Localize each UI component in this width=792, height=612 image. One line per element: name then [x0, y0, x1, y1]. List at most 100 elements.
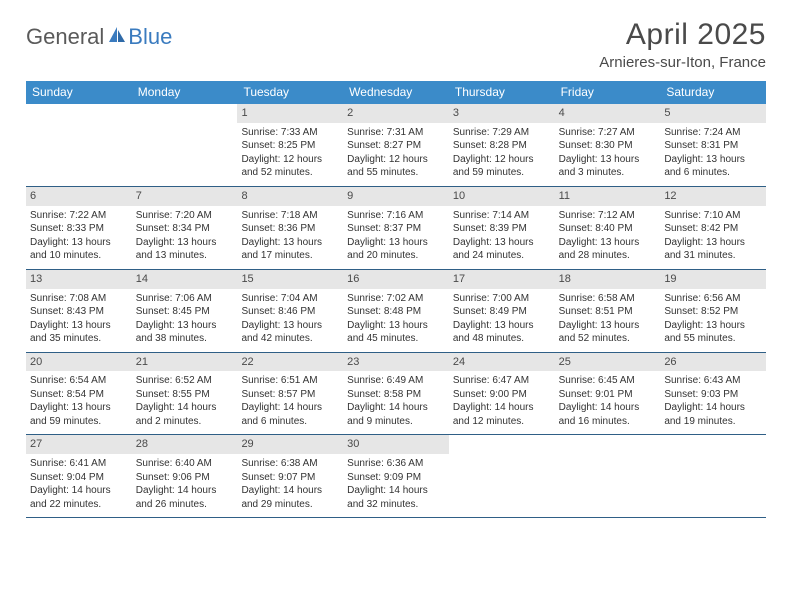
- day-cell: 14Sunrise: 7:06 AMSunset: 8:45 PMDayligh…: [132, 270, 238, 352]
- sunrise-line: Sunrise: 7:16 AM: [347, 209, 445, 223]
- sunrise-line: Sunrise: 6:54 AM: [30, 374, 128, 388]
- week-row: 13Sunrise: 7:08 AMSunset: 8:43 PMDayligh…: [26, 270, 766, 353]
- sunset-line: Sunset: 8:51 PM: [559, 305, 657, 319]
- day-cell: 30Sunrise: 6:36 AMSunset: 9:09 PMDayligh…: [343, 435, 449, 517]
- sunrise-line: Sunrise: 6:56 AM: [664, 292, 762, 306]
- sunrise-line: Sunrise: 6:51 AM: [241, 374, 339, 388]
- daylight-line: Daylight: 13 hours and 38 minutes.: [136, 319, 234, 346]
- day-cell: [660, 435, 766, 517]
- sunrise-line: Sunrise: 7:27 AM: [559, 126, 657, 140]
- daylight-line: Daylight: 13 hours and 42 minutes.: [241, 319, 339, 346]
- logo-text-general: General: [26, 24, 104, 50]
- day-cell: [26, 104, 132, 186]
- sunrise-line: Sunrise: 6:58 AM: [559, 292, 657, 306]
- sunset-line: Sunset: 8:43 PM: [30, 305, 128, 319]
- daylight-line: Daylight: 13 hours and 55 minutes.: [664, 319, 762, 346]
- week-row: 6Sunrise: 7:22 AMSunset: 8:33 PMDaylight…: [26, 187, 766, 270]
- sunrise-line: Sunrise: 6:40 AM: [136, 457, 234, 471]
- daylight-line: Daylight: 13 hours and 3 minutes.: [559, 153, 657, 180]
- daylight-line: Daylight: 13 hours and 17 minutes.: [241, 236, 339, 263]
- dow-sunday: Sunday: [26, 81, 132, 104]
- sunset-line: Sunset: 9:04 PM: [30, 471, 128, 485]
- sunrise-line: Sunrise: 6:36 AM: [347, 457, 445, 471]
- day-cell: 24Sunrise: 6:47 AMSunset: 9:00 PMDayligh…: [449, 353, 555, 435]
- day-number: 10: [449, 187, 555, 206]
- sunrise-line: Sunrise: 7:02 AM: [347, 292, 445, 306]
- day-cell: 4Sunrise: 7:27 AMSunset: 8:30 PMDaylight…: [555, 104, 661, 186]
- sunset-line: Sunset: 8:39 PM: [453, 222, 551, 236]
- sunrise-line: Sunrise: 7:12 AM: [559, 209, 657, 223]
- calendar-page: General Blue April 2025 Arnieres-sur-Ito…: [0, 0, 792, 528]
- daylight-line: Daylight: 13 hours and 35 minutes.: [30, 319, 128, 346]
- day-cell: 18Sunrise: 6:58 AMSunset: 8:51 PMDayligh…: [555, 270, 661, 352]
- daylight-line: Daylight: 14 hours and 32 minutes.: [347, 484, 445, 511]
- day-cell: 15Sunrise: 7:04 AMSunset: 8:46 PMDayligh…: [237, 270, 343, 352]
- day-cell: [449, 435, 555, 517]
- daylight-line: Daylight: 14 hours and 6 minutes.: [241, 401, 339, 428]
- dow-tuesday: Tuesday: [237, 81, 343, 104]
- day-number: 15: [237, 270, 343, 289]
- sunrise-line: Sunrise: 7:24 AM: [664, 126, 762, 140]
- sunset-line: Sunset: 9:01 PM: [559, 388, 657, 402]
- day-number: 13: [26, 270, 132, 289]
- day-number: 28: [132, 435, 238, 454]
- daylight-line: Daylight: 13 hours and 45 minutes.: [347, 319, 445, 346]
- day-number: 25: [555, 353, 661, 372]
- sunrise-line: Sunrise: 7:00 AM: [453, 292, 551, 306]
- month-title: April 2025: [599, 18, 766, 52]
- sunset-line: Sunset: 8:25 PM: [241, 139, 339, 153]
- daylight-line: Daylight: 14 hours and 9 minutes.: [347, 401, 445, 428]
- day-cell: 16Sunrise: 7:02 AMSunset: 8:48 PMDayligh…: [343, 270, 449, 352]
- logo-text-blue: Blue: [128, 24, 172, 50]
- day-number: 9: [343, 187, 449, 206]
- day-cell: 9 Sunrise: 7:16 AMSunset: 8:37 PMDaylight…: [343, 187, 449, 269]
- day-number: 17: [449, 270, 555, 289]
- sunset-line: Sunset: 8:36 PM: [241, 222, 339, 236]
- sunrise-line: Sunrise: 6:43 AM: [664, 374, 762, 388]
- sunrise-line: Sunrise: 7:22 AM: [30, 209, 128, 223]
- daylight-line: Daylight: 13 hours and 48 minutes.: [453, 319, 551, 346]
- day-number: 2: [343, 104, 449, 123]
- weeks-container: 1Sunrise: 7:33 AMSunset: 8:25 PMDaylight…: [26, 104, 766, 518]
- header: General Blue April 2025 Arnieres-sur-Ito…: [26, 18, 766, 71]
- daylight-line: Daylight: 13 hours and 31 minutes.: [664, 236, 762, 263]
- day-cell: 17Sunrise: 7:00 AMSunset: 8:49 PMDayligh…: [449, 270, 555, 352]
- day-number: 6: [26, 187, 132, 206]
- daylight-line: Daylight: 12 hours and 52 minutes.: [241, 153, 339, 180]
- day-cell: 2 Sunrise: 7:31 AMSunset: 8:27 PMDaylight…: [343, 104, 449, 186]
- day-cell: 22Sunrise: 6:51 AMSunset: 8:57 PMDayligh…: [237, 353, 343, 435]
- sunrise-line: Sunrise: 6:52 AM: [136, 374, 234, 388]
- sunset-line: Sunset: 8:37 PM: [347, 222, 445, 236]
- day-cell: 23Sunrise: 6:49 AMSunset: 8:58 PMDayligh…: [343, 353, 449, 435]
- day-cell: 10Sunrise: 7:14 AMSunset: 8:39 PMDayligh…: [449, 187, 555, 269]
- sunrise-line: Sunrise: 6:41 AM: [30, 457, 128, 471]
- sunset-line: Sunset: 8:27 PM: [347, 139, 445, 153]
- daylight-line: Daylight: 14 hours and 2 minutes.: [136, 401, 234, 428]
- day-number: 26: [660, 353, 766, 372]
- day-number: 7: [132, 187, 238, 206]
- day-cell: 7Sunrise: 7:20 AMSunset: 8:34 PMDaylight…: [132, 187, 238, 269]
- day-cell: 6Sunrise: 7:22 AMSunset: 8:33 PMDaylight…: [26, 187, 132, 269]
- day-number: 1: [237, 104, 343, 123]
- sunset-line: Sunset: 8:42 PM: [664, 222, 762, 236]
- sunset-line: Sunset: 9:09 PM: [347, 471, 445, 485]
- daylight-line: Daylight: 12 hours and 59 minutes.: [453, 153, 551, 180]
- sunrise-line: Sunrise: 7:31 AM: [347, 126, 445, 140]
- day-number: 27: [26, 435, 132, 454]
- day-number: 8: [237, 187, 343, 206]
- day-number: 24: [449, 353, 555, 372]
- day-cell: 26Sunrise: 6:43 AMSunset: 9:03 PMDayligh…: [660, 353, 766, 435]
- dow-saturday: Saturday: [660, 81, 766, 104]
- calendar-grid: Sunday Monday Tuesday Wednesday Thursday…: [26, 81, 766, 518]
- day-number: 11: [555, 187, 661, 206]
- daylight-line: Daylight: 12 hours and 55 minutes.: [347, 153, 445, 180]
- day-cell: 21Sunrise: 6:52 AMSunset: 8:55 PMDayligh…: [132, 353, 238, 435]
- dow-wednesday: Wednesday: [343, 81, 449, 104]
- logo-sail-icon: [107, 25, 127, 50]
- sunset-line: Sunset: 8:45 PM: [136, 305, 234, 319]
- dow-friday: Friday: [555, 81, 661, 104]
- day-cell: 8Sunrise: 7:18 AMSunset: 8:36 PMDaylight…: [237, 187, 343, 269]
- sunrise-line: Sunrise: 7:04 AM: [241, 292, 339, 306]
- daylight-line: Daylight: 13 hours and 20 minutes.: [347, 236, 445, 263]
- day-number: 12: [660, 187, 766, 206]
